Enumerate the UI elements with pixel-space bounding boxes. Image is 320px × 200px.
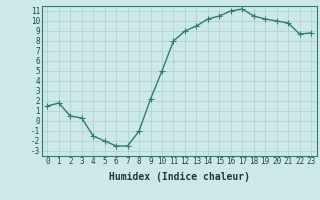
- X-axis label: Humidex (Indice chaleur): Humidex (Indice chaleur): [109, 172, 250, 182]
